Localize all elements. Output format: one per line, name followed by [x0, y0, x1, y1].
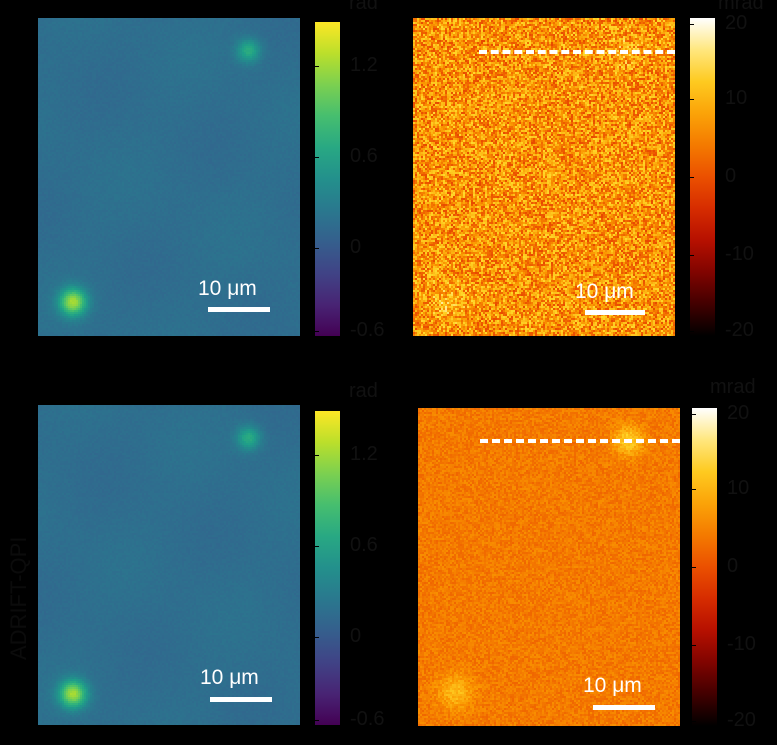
scale-bar-label: 10 μm: [198, 277, 257, 300]
colorbar-tick-label: 1.2: [350, 53, 378, 76]
scale-bar: [208, 307, 270, 312]
colorbar-tick-label: 10: [727, 477, 750, 500]
colorbar-hot-top: [686, 18, 715, 336]
colorbar-unit-label: rad: [349, 0, 378, 14]
difference-map-bottom-right: 10 μm: [418, 408, 680, 726]
colorbar-tick-label: -0.6: [350, 708, 385, 731]
colorbar-tick: [311, 248, 319, 250]
colorbar-tick: [686, 24, 694, 26]
colorbar-tick: [311, 637, 319, 639]
scale-bar-label: 10 μm: [575, 280, 634, 303]
colorbar-tick: [688, 414, 696, 416]
scale-bar: [593, 705, 655, 710]
phase-map-image: [38, 18, 300, 336]
colorbar-tick: [688, 489, 696, 491]
scale-bar-label: 10 μm: [583, 674, 642, 697]
colorbar-tick: [686, 177, 694, 178]
scale-bar: [210, 697, 272, 702]
colorbar-tick: [688, 644, 696, 646]
colorbar-tick-label: -20: [727, 709, 756, 732]
difference-map-top-right: 10 μm: [413, 18, 675, 336]
colorbar-tick-label: 0.6: [350, 145, 378, 168]
difference-map-image: [413, 18, 675, 336]
phase-map-top-left: 10 μm: [38, 18, 300, 336]
colorbar-tick: [311, 157, 319, 159]
scale-bar-label: 10 μm: [200, 666, 259, 689]
colorbar-tick: [686, 254, 694, 256]
colorbar-tick: [311, 65, 319, 67]
colorbar-unit-label: rad: [349, 380, 378, 402]
dashed-line-profile: [480, 439, 680, 443]
phase-map-bottom-left: 10 μm: [38, 405, 300, 725]
colorbar-tick: [311, 546, 319, 548]
colorbar-tick-label: 0: [350, 625, 362, 648]
colorbar-tick: [688, 721, 696, 723]
colorbar-tick-label: 0: [350, 236, 362, 259]
colorbar-tick-label: -0.6: [350, 319, 385, 342]
colorbar-tick: [688, 567, 696, 568]
colorbar-tick-label: -10: [727, 632, 756, 655]
colorbar-tick: [311, 331, 319, 333]
colorbar-tick-label: 0: [727, 555, 739, 577]
colorbar-tick-label: 20: [727, 402, 750, 425]
colorbar-tick-label: 20: [725, 12, 748, 35]
difference-map-image: [418, 408, 680, 726]
phase-map-image: [38, 405, 300, 725]
colorbar-tick: [686, 99, 694, 101]
colorbar-tick-label: -10: [725, 242, 754, 265]
colorbar-tick: [311, 454, 319, 456]
row-label-adrift-qpi: ADRIFT-QPI: [6, 536, 31, 660]
colorbar-viridis-top: [311, 22, 340, 336]
colorbar-unit-label: mrad: [718, 0, 764, 14]
colorbar-tick: [686, 331, 694, 333]
colorbar-hot-bottom: [688, 408, 717, 726]
colorbar-tick-label: -20: [725, 319, 754, 342]
dashed-line-profile: [479, 50, 675, 54]
colorbar-tick-label: 1.2: [350, 442, 378, 465]
colorbar-tick-label: 0: [725, 165, 737, 187]
colorbar-tick: [311, 720, 319, 722]
colorbar-unit-label: mrad: [710, 376, 756, 398]
colorbar-viridis-bottom: [311, 411, 340, 725]
colorbar-tick-label: 10: [725, 87, 748, 110]
colorbar-tick-label: 0.6: [350, 534, 378, 557]
scale-bar: [585, 310, 645, 315]
